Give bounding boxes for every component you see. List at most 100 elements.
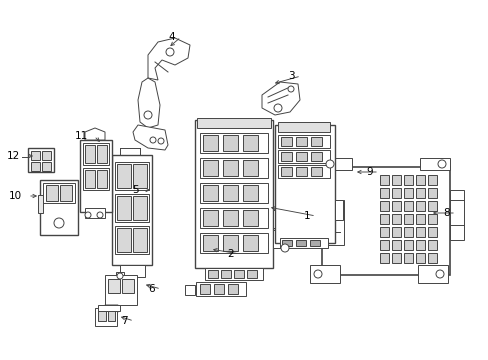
Bar — [43, 183, 75, 203]
Bar — [427, 253, 436, 263]
Bar — [234, 270, 244, 278]
Bar — [278, 122, 329, 132]
Bar — [117, 164, 131, 188]
Bar — [379, 201, 388, 211]
Bar — [403, 227, 412, 237]
Bar — [200, 133, 267, 153]
Bar — [427, 201, 436, 211]
Bar — [379, 214, 388, 224]
Bar — [391, 227, 400, 237]
Bar — [246, 270, 257, 278]
Polygon shape — [133, 125, 168, 150]
Bar — [184, 285, 195, 295]
Circle shape — [165, 48, 174, 56]
Text: 6: 6 — [148, 284, 155, 294]
Bar — [223, 135, 238, 151]
Bar — [379, 188, 388, 198]
Bar — [415, 227, 424, 237]
Bar — [280, 238, 327, 248]
Bar — [278, 150, 329, 163]
Bar — [310, 167, 321, 176]
Bar — [415, 175, 424, 185]
Bar — [391, 188, 400, 198]
Bar — [122, 279, 134, 293]
Bar — [243, 160, 258, 176]
Bar — [98, 305, 120, 311]
Bar — [391, 240, 400, 250]
Bar — [115, 194, 149, 222]
Bar — [133, 228, 147, 252]
Circle shape — [281, 244, 288, 252]
Circle shape — [158, 138, 163, 144]
Bar — [133, 164, 147, 188]
Polygon shape — [262, 82, 299, 115]
Bar — [31, 151, 40, 160]
Bar — [108, 279, 120, 293]
Bar — [31, 162, 40, 171]
Bar — [321, 200, 343, 245]
Polygon shape — [138, 78, 160, 128]
Bar — [391, 214, 400, 224]
Bar — [200, 208, 267, 228]
Text: 1: 1 — [303, 211, 309, 221]
Bar — [83, 143, 109, 165]
Circle shape — [150, 137, 156, 143]
Bar — [223, 210, 238, 226]
Bar — [243, 185, 258, 201]
Bar — [427, 214, 436, 224]
Bar — [427, 227, 436, 237]
Bar — [85, 208, 105, 218]
Bar — [379, 240, 388, 250]
Circle shape — [437, 160, 445, 168]
Text: 7: 7 — [121, 316, 128, 326]
Bar — [214, 284, 224, 294]
Circle shape — [85, 212, 91, 218]
Bar — [243, 235, 258, 251]
Bar — [403, 201, 412, 211]
Bar — [227, 284, 238, 294]
Bar — [95, 308, 117, 326]
Bar — [83, 168, 109, 190]
Bar — [223, 185, 238, 201]
Bar — [223, 235, 238, 251]
Bar — [28, 148, 54, 172]
Circle shape — [97, 212, 103, 218]
Bar — [108, 311, 115, 321]
Bar — [427, 188, 436, 198]
Text: 10: 10 — [9, 191, 22, 201]
Circle shape — [435, 270, 443, 278]
Bar — [417, 265, 447, 283]
Circle shape — [54, 218, 64, 228]
Bar — [200, 233, 267, 253]
Bar — [295, 137, 306, 146]
Bar — [46, 185, 58, 201]
Bar — [97, 170, 107, 188]
Text: 12: 12 — [7, 151, 20, 161]
Bar — [415, 240, 424, 250]
Bar — [415, 253, 424, 263]
Bar — [40, 180, 78, 235]
Bar — [321, 158, 351, 170]
Circle shape — [273, 104, 282, 112]
Bar — [419, 158, 449, 170]
Bar — [309, 265, 339, 283]
Bar — [200, 158, 267, 178]
Text: 4: 4 — [168, 32, 175, 42]
Bar — [379, 253, 388, 263]
Bar — [415, 214, 424, 224]
Bar — [403, 188, 412, 198]
Circle shape — [313, 270, 321, 278]
Bar — [403, 240, 412, 250]
Bar — [379, 175, 388, 185]
Bar — [391, 253, 400, 263]
Text: 9: 9 — [366, 167, 372, 177]
Bar — [295, 240, 305, 246]
Bar — [117, 196, 131, 220]
Bar — [115, 226, 149, 254]
Polygon shape — [105, 305, 118, 315]
Bar — [281, 152, 291, 161]
Circle shape — [143, 111, 152, 119]
Bar — [98, 311, 106, 321]
Bar — [274, 125, 334, 243]
Bar — [310, 137, 321, 146]
